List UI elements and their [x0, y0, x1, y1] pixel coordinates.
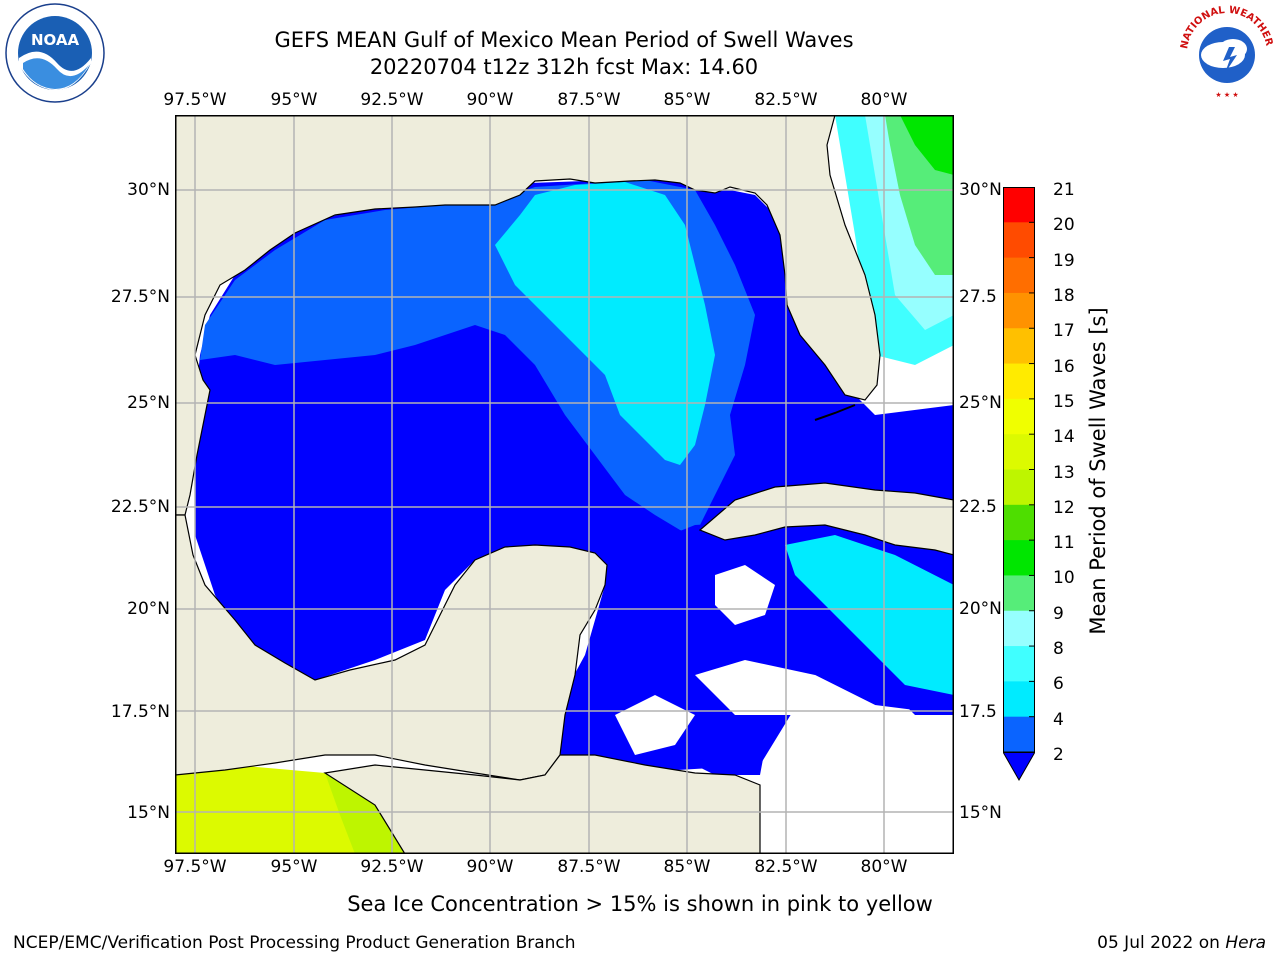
colorbar-tick-label: 11: [1053, 533, 1075, 554]
colorbar-band: [1003, 575, 1035, 612]
lon-tick-top: 87.5°W: [557, 90, 621, 110]
lon-tick-bottom: 92.5°W: [360, 857, 424, 877]
lat-tick-right: 25°N: [959, 393, 1002, 413]
colorbar-tick-label: 16: [1053, 356, 1075, 377]
lon-tick-bottom: 82.5°W: [754, 857, 818, 877]
caribbean-no-data-4: [760, 715, 954, 854]
chart-title: GEFS MEAN Gulf of Mexico Mean Period of …: [274, 28, 854, 52]
colorbar-tick-label: 15: [1053, 391, 1075, 412]
colorbar-band: [1003, 540, 1035, 576]
lat-tick-right: 20°N: [959, 599, 1002, 619]
map-frame: [175, 115, 954, 854]
colorbar-band: [1003, 716, 1035, 753]
lat-tick-right: 30°N: [959, 180, 1002, 200]
land-mexico: [175, 514, 608, 781]
land-central-america: [323, 754, 761, 854]
colorbar-band: [1003, 469, 1035, 506]
lat-tick-right: 27.5: [959, 287, 997, 307]
land-usa: [175, 115, 954, 516]
colorbar-tick-label: 2: [1053, 745, 1064, 765]
colorbar-band: [1003, 646, 1035, 682]
colorbar-band: [1003, 610, 1035, 647]
colorbar-tick-label: 4: [1053, 709, 1064, 730]
lat-tick-left: 22.5°N: [110, 497, 170, 517]
colorbar-band: [1003, 292, 1035, 329]
caribbean-no-data-3: [695, 660, 875, 715]
colorbar-tick-label: 17: [1053, 321, 1075, 342]
lon-tick-top: 85°W: [663, 90, 711, 110]
lon-tick-bottom: 80°W: [860, 857, 908, 877]
colorbar-tick-label: 19: [1053, 250, 1075, 271]
colorbar: [1002, 186, 1036, 782]
colorbar-extend-triangle: [1002, 751, 1036, 782]
colorbar-band: [1003, 398, 1035, 435]
lat-tick-right: 17.5: [959, 702, 997, 722]
colorbar-labels: 21 20 19 18 17 16 15 14 13 12 11 10 9 8 6 4 2: [1053, 0, 1113, 960]
lon-tick-top: 90°W: [466, 90, 514, 110]
footer-date: 05 Jul 2022 on Hera: [1097, 933, 1266, 953]
lon-tick-bottom: 85°W: [663, 857, 711, 877]
lon-tick-bottom: 90°W: [466, 857, 514, 877]
noaa-logo-icon: NOAA: [5, 3, 105, 103]
colorbar-band: [1003, 257, 1035, 294]
caribbean-swell-field-cyan: [785, 535, 954, 695]
lon-tick-top: 95°W: [270, 90, 318, 110]
colorbar-tick-label: 10: [1053, 568, 1075, 589]
atlantic-swell-field-bright-green: [900, 115, 954, 175]
colorbar-band: [1003, 434, 1035, 470]
colorbar-band: [1003, 222, 1035, 259]
florida-keys: [814, 404, 856, 421]
lat-tick-right: 22.5: [959, 497, 997, 517]
lat-lon-grid: [175, 115, 954, 854]
colorbar-tick-label: 20: [1053, 215, 1075, 236]
lon-tick-bottom: 87.5°W: [557, 857, 621, 877]
colorbar-tick-label: 8: [1053, 639, 1064, 660]
pacific-swell-field-green: [325, 773, 405, 854]
colorbar-bands: [1002, 186, 1036, 782]
colorbar-tick-label: 9: [1053, 603, 1064, 624]
colorbar-band: [1003, 504, 1035, 541]
lon-tick-top: 92.5°W: [360, 90, 424, 110]
swell-period-map: [175, 115, 954, 854]
lat-tick-left: 15°N: [127, 803, 170, 823]
land-cuba: [698, 482, 954, 556]
svg-text:NOAA: NOAA: [31, 31, 80, 49]
footer-date-text: 05 Jul 2022 on: [1097, 933, 1220, 953]
colorbar-tick-label: 14: [1053, 427, 1075, 448]
lon-tick-top: 80°W: [860, 90, 908, 110]
lat-tick-left: 25°N: [127, 393, 170, 413]
lat-tick-left: 17.5°N: [110, 702, 170, 722]
nws-logo-icon: NATIONAL WEATHER SERVICE ★ ★ ★: [1173, 0, 1277, 103]
chart-subtitle: 20220704 t12z 312h fcst Max: 14.60: [369, 55, 759, 79]
colorbar-band: [1003, 363, 1035, 400]
sea-ice-note: Sea Ice Concentration > 15% is shown in …: [347, 892, 933, 916]
colorbar-tick-label: 18: [1053, 285, 1075, 306]
gulf-swell-field-cyan: [495, 182, 715, 465]
map-panel: [175, 115, 954, 854]
caribbean-no-data-2: [615, 695, 695, 755]
lon-tick-bottom: 97.5°W: [163, 857, 227, 877]
lon-tick-top: 82.5°W: [754, 90, 818, 110]
lat-tick-left: 20°N: [127, 599, 170, 619]
lon-tick-bottom: 95°W: [270, 857, 318, 877]
colorbar-title: Mean Period of Swell Waves [s]: [1086, 307, 1110, 635]
colorbar-band: [1003, 328, 1035, 365]
lat-tick-right: 15°N: [959, 803, 1002, 823]
footer-credit: NCEP/EMC/Verification Post Processing Pr…: [13, 933, 576, 953]
caribbean-no-data-1: [715, 565, 775, 625]
lat-tick-left: 30°N: [127, 180, 170, 200]
colorbar-tick-label: 12: [1053, 497, 1075, 518]
lon-tick-top: 97.5°W: [163, 90, 227, 110]
lat-tick-left: 27.5°N: [110, 287, 170, 307]
footer-machine: Hera: [1225, 933, 1266, 953]
colorbar-tick-label: 21: [1053, 180, 1075, 200]
colorbar-tick-label: 13: [1053, 462, 1075, 483]
svg-text:★ ★ ★: ★ ★ ★: [1215, 91, 1238, 99]
colorbar-band: [1003, 187, 1035, 223]
colorbar-band: [1003, 681, 1035, 718]
colorbar-tick-label: 6: [1053, 674, 1064, 695]
